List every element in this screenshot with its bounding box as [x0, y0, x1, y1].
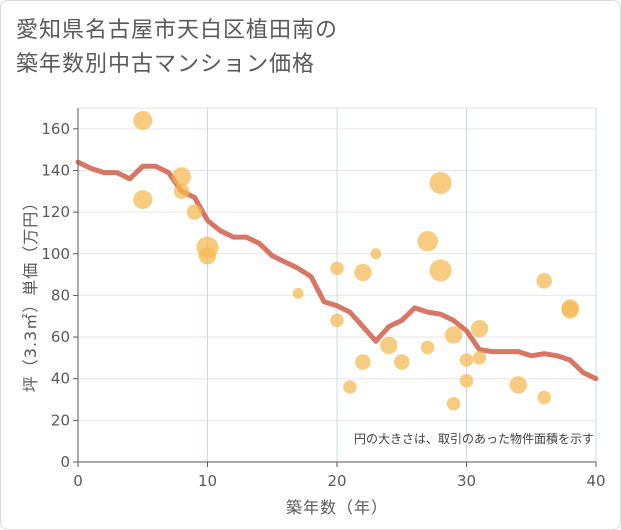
data-bubble [459, 353, 474, 367]
trend-line-layer [75, 159, 599, 382]
x-axis-title: 築年数（年） [286, 498, 388, 517]
y-tick-label: 140 [41, 161, 70, 179]
data-bubble [459, 374, 474, 388]
x-tick-label: 0 [73, 472, 83, 490]
y-tick-label: 100 [41, 245, 70, 263]
data-bubble [536, 273, 552, 289]
data-bubble [420, 340, 435, 355]
data-bubble [429, 171, 452, 194]
bubble-layer [133, 110, 579, 411]
data-bubble [186, 204, 203, 220]
data-bubble [561, 301, 579, 319]
x-tick-label: 20 [327, 472, 346, 490]
data-bubble [133, 190, 153, 210]
title-line-2: 築年数別中古マンション価格 [16, 52, 316, 77]
data-bubble [343, 380, 357, 394]
data-bubble [472, 351, 487, 365]
y-axis-title: 坪（3.3㎡）単価（万円） [21, 194, 40, 392]
data-bubble [417, 230, 438, 252]
bubble-size-note: 円の大きさは、取引のあった物件面積を示す [354, 431, 594, 446]
data-bubble [133, 110, 153, 131]
data-bubble [292, 287, 304, 299]
data-bubble [173, 183, 190, 200]
data-bubble [537, 390, 551, 405]
data-bubble [355, 354, 371, 370]
y-tick-label: 160 [41, 120, 70, 138]
grid-lines [77, 107, 597, 463]
data-bubble [198, 247, 217, 265]
data-bubble [380, 336, 398, 355]
data-bubble [509, 376, 527, 394]
data-bubble [429, 259, 452, 282]
data-bubble [446, 396, 461, 411]
chart-title: 愛知県名古屋市天白区植田南の 築年数別中古マンション価格 [16, 14, 338, 82]
y-tick-label: 80 [51, 286, 70, 304]
y-tick-label: 0 [60, 453, 70, 471]
data-bubble [172, 167, 192, 187]
data-bubble [370, 248, 382, 260]
x-tick-label: 40 [586, 472, 605, 490]
data-bubble [470, 320, 489, 338]
data-bubble [330, 313, 344, 328]
y-tick-label: 40 [51, 370, 70, 388]
x-tick-label: 30 [457, 472, 476, 490]
y-tick-label: 20 [51, 411, 70, 429]
title-line-1: 愛知県名古屋市天白区植田南の [16, 18, 339, 43]
data-bubble [330, 261, 344, 276]
y-tick-label: 60 [51, 328, 70, 346]
data-bubble [444, 326, 463, 344]
data-bubble [393, 354, 410, 370]
trend-line [75, 159, 599, 382]
axes: 0 20 40 60 80 100 120 140 160 0 10 20 30 40 [41, 108, 606, 490]
data-bubble [354, 263, 372, 282]
y-tick-label: 120 [41, 203, 70, 221]
x-tick-label: 10 [198, 472, 217, 490]
